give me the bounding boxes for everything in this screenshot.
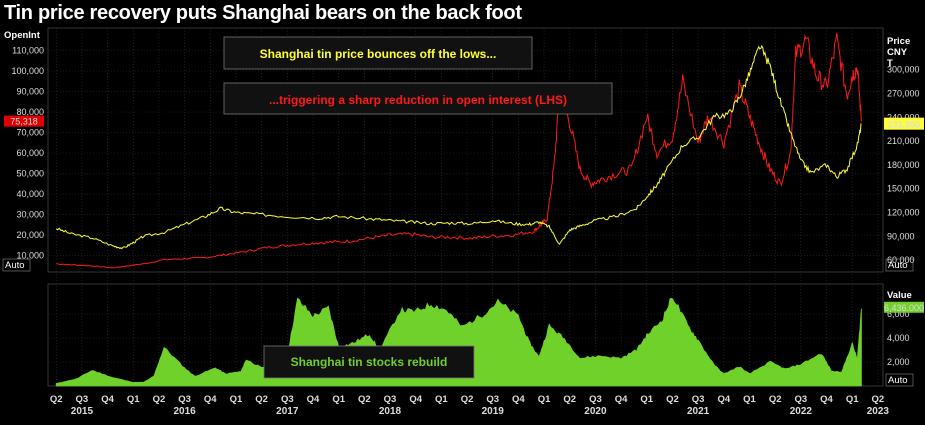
x-quarter-label: Q3 [589, 394, 602, 405]
left-tick-label: 90,000 [16, 87, 44, 97]
annotation-price-box [223, 36, 533, 70]
x-quarter-label: Q2 [872, 394, 885, 405]
x-quarter-label: Q3 [794, 394, 807, 405]
right-axis-header: Price [887, 36, 910, 47]
x-quarter-label: Q3 [76, 394, 89, 405]
top-panel-frame [47, 27, 884, 273]
x-year-label: 2018 [379, 406, 402, 417]
annotation-stocks-box [263, 345, 475, 379]
annotation-oi-box [223, 82, 613, 115]
x-quarter-label: Q1 [846, 394, 859, 405]
x-quarter-label: Q3 [281, 394, 294, 405]
right-tick-label: 210,000 [887, 136, 920, 146]
auto-right-label-box [885, 258, 914, 272]
x-quarter-label: Q4 [615, 394, 628, 405]
auto-left-label: Auto [5, 260, 25, 271]
right-tick-label: 60,000 [887, 255, 915, 265]
x-quarter-label: Q4 [409, 394, 422, 405]
stocks-area-layer [55, 297, 862, 387]
stocks-value-label: 6,436.000 [884, 303, 924, 313]
left-tick-label: 60,000 [16, 148, 44, 158]
right-tick-label: 240,000 [887, 112, 920, 122]
left-tick-label: 100,000 [11, 66, 44, 76]
x-quarter-label: Q4 [307, 394, 320, 405]
x-quarter-label: Q1 [332, 394, 345, 405]
x-year-label: 2021 [687, 406, 710, 417]
auto-bottom-label-box [885, 373, 914, 387]
right-tick-label: 300,000 [887, 65, 920, 75]
left-tick-label: 80,000 [16, 107, 44, 117]
axes-layer: OpenInt 10,000 20,000 30,000 40,000 50,000 60,… [2, 30, 924, 417]
x-year-label: 2017 [276, 406, 299, 417]
x-quarter-label: Q2 [358, 394, 371, 405]
annotation-price-text: Shanghai tin price bounces off the lows.… [260, 47, 497, 61]
right-tick-label: 120,000 [887, 207, 920, 217]
auto-left-label-box [2, 258, 31, 272]
x-quarter-label: Q1 [230, 394, 243, 405]
x-quarter-label: Q3 [486, 394, 499, 405]
x-year-label: 2019 [482, 406, 505, 417]
x-year-label: 2020 [584, 406, 607, 417]
open-interest-value-tag [4, 115, 44, 127]
x-quarter-label: Q1 [435, 394, 448, 405]
x-quarter-label: Q1 [538, 394, 551, 405]
right-axis-header: T [887, 58, 893, 69]
left-tick-label: 20,000 [16, 230, 44, 240]
left-tick-label: 40,000 [16, 189, 44, 199]
price-value-label: 231,950 [888, 120, 921, 130]
right-axis-header: CNY [887, 47, 908, 58]
bottom-tick-label: 6,000 [887, 309, 910, 319]
x-year-label: 2015 [71, 406, 94, 417]
x-quarter-label: Q3 [692, 394, 705, 405]
right-tick-label: 150,000 [887, 184, 920, 194]
x-quarter-label: Q4 [717, 394, 730, 405]
x-quarter-label: Q2 [461, 394, 474, 405]
x-quarter-label: Q4 [204, 394, 217, 405]
chart-title: Tin price recovery puts Shanghai bears o… [4, 2, 522, 24]
x-quarter-label: Q2 [769, 394, 782, 405]
right-tick-label: 180,000 [887, 160, 920, 170]
annotations-layer: Shanghai tin price bounces off the lows.… [223, 36, 613, 379]
x-quarter-label: Q4 [820, 394, 833, 405]
x-quarter-label: Q2 [255, 394, 268, 405]
auto-right-label: Auto [888, 260, 908, 271]
x-year-label: 2023 [867, 406, 890, 417]
x-quarter-label: Q3 [178, 394, 191, 405]
stocks-area [55, 297, 862, 387]
x-quarter-label: Q4 [512, 394, 525, 405]
x-quarter-label: Q2 [666, 394, 679, 405]
left-axis-header: OpenInt [4, 30, 41, 41]
auto-bottom-label: Auto [888, 375, 908, 386]
price-line [55, 44, 862, 250]
open-interest-value-label: 75,318 [10, 117, 38, 127]
x-quarter-label: Q3 [384, 394, 397, 405]
left-tick-label: 10,000 [16, 251, 44, 261]
x-quarter-label: Q2 [50, 394, 63, 405]
price-value-tag [884, 117, 924, 130]
left-tick-label: 30,000 [16, 210, 44, 220]
bottom-tick-label: 2,000 [887, 357, 910, 367]
bottom-tick-label: 4,000 [887, 333, 910, 343]
left-tick-label: 110,000 [12, 46, 44, 56]
x-quarter-label: Q4 [101, 394, 114, 405]
annotation-oi-text: ...triggering a sharp reduction in open … [269, 93, 567, 107]
x-quarter-label: Q1 [743, 394, 756, 405]
x-year-label: 2022 [790, 406, 813, 417]
left-tick-label: 70,000 [16, 128, 44, 138]
left-tick-label: 50,000 [16, 169, 44, 179]
stocks-value-tag [884, 301, 924, 313]
annotation-stocks-text: Shanghai tin stocks rebuild [291, 355, 448, 369]
x-quarter-label: Q1 [127, 394, 140, 405]
x-quarter-label: Q2 [563, 394, 576, 405]
x-quarter-label: Q1 [640, 394, 653, 405]
x-year-label: 2016 [173, 406, 196, 417]
right-tick-label: 90,000 [887, 231, 915, 241]
bottom-axis-header: Value [887, 290, 912, 301]
x-quarter-label: Q2 [153, 394, 166, 405]
right-tick-label: 270,000 [887, 88, 920, 98]
